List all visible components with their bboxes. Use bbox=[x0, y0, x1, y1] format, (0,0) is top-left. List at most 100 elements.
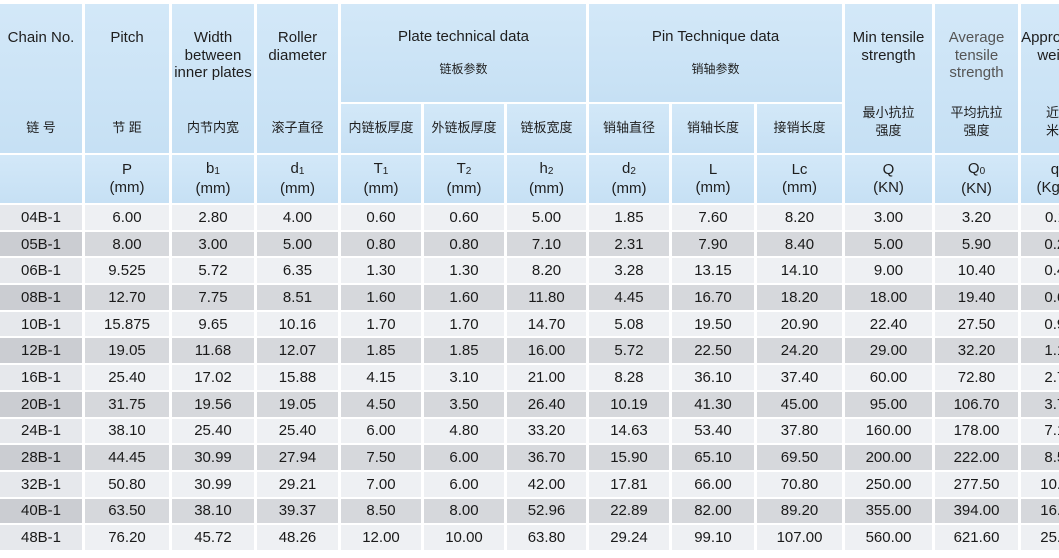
value-cell: 1.30 bbox=[341, 258, 421, 284]
unit-symbol: T2 bbox=[456, 160, 472, 177]
value-cell: 1.85 bbox=[589, 205, 669, 230]
value-cell: 1.70 bbox=[341, 311, 421, 337]
value-cell: 8.40 bbox=[757, 231, 843, 257]
value-cell: 52.96 bbox=[507, 498, 586, 524]
value-cell: 25.40 bbox=[172, 418, 254, 444]
value-cell: 15.90 bbox=[589, 445, 669, 470]
value-cell: 11.80 bbox=[507, 285, 586, 310]
header-plate-group: Plate technical data 链板参数 bbox=[341, 4, 586, 102]
header-pin-len: 销轴长度 bbox=[672, 103, 754, 153]
value-cell: 5.00 bbox=[845, 231, 933, 257]
table-row: 10B-1 15.875 9.65 10.16 1.70 1.70 14.70 5.08 19.… bbox=[0, 311, 1059, 337]
unit-label: (mm) bbox=[529, 180, 564, 197]
table-row: 40B-1 63.50 38.10 39.37 8.50 8.00 52.96 22.89 82… bbox=[0, 498, 1059, 524]
value-cell: 18.00 bbox=[845, 285, 933, 310]
value-cell: 25.40 bbox=[257, 418, 338, 444]
value-cell: 19.50 bbox=[672, 311, 754, 337]
unit-avg-tensile: Q0 (KN) bbox=[935, 155, 1019, 203]
unit-symbol: T1 bbox=[373, 160, 389, 177]
value-cell: 5.00 bbox=[507, 205, 586, 230]
value-cell: 15.88 bbox=[257, 365, 338, 390]
header-roller: Roller diameter 滚子直径 bbox=[257, 4, 338, 153]
value-cell: 12.00 bbox=[341, 525, 421, 550]
table-row: 16B-1 25.40 17.02 15.88 4.15 3.10 21.00 8.28 36.… bbox=[0, 365, 1059, 390]
value-cell: 4.00 bbox=[257, 205, 338, 230]
value-cell: 38.10 bbox=[85, 418, 169, 444]
value-cell: 5.90 bbox=[935, 231, 1019, 257]
value-cell: 107.00 bbox=[757, 525, 843, 550]
header-avg-tensile: Average tensile strength 平均抗拉强度 bbox=[935, 4, 1019, 153]
value-cell: 41.30 bbox=[672, 391, 754, 417]
unit-symbol: h2 bbox=[539, 160, 554, 177]
value-cell: 200.00 bbox=[845, 445, 933, 470]
value-cell: 4.50 bbox=[341, 391, 421, 417]
units-row: P (mm) b1 (mm) d1 (mm) T1 (mm) T2 (mm) h2 (mm) d2 (mm… bbox=[0, 155, 1059, 203]
value-cell: 22.50 bbox=[672, 338, 754, 364]
unit-label: (mm) bbox=[782, 179, 817, 196]
value-cell: 2.31 bbox=[589, 231, 669, 257]
unit-pin-len: L (mm) bbox=[672, 155, 754, 203]
value-cell: 1.85 bbox=[341, 338, 421, 364]
value-cell: 3.20 bbox=[935, 205, 1019, 230]
value-cell: 45.00 bbox=[757, 391, 843, 417]
unit-min-tensile: Q (KN) bbox=[845, 155, 933, 203]
value-cell: 1.15 bbox=[1021, 338, 1059, 364]
table-row: 32B-1 50.80 30.99 29.21 7.00 6.00 42.00 17.81 66… bbox=[0, 471, 1059, 497]
value-cell: 12.07 bbox=[257, 338, 338, 364]
value-cell: 82.00 bbox=[672, 498, 754, 524]
value-cell: 4.15 bbox=[341, 365, 421, 390]
value-cell: 21.00 bbox=[507, 365, 586, 390]
header-width: Width between inner plates 内节内宽 bbox=[172, 4, 254, 153]
value-cell: 2.71 bbox=[1021, 365, 1059, 390]
unit-symbol: Lc bbox=[791, 161, 808, 178]
value-cell: 29.24 bbox=[589, 525, 669, 550]
value-cell: 66.00 bbox=[672, 471, 754, 497]
value-cell: 7.50 bbox=[341, 445, 421, 470]
chain-number-cell: 48B-1 bbox=[0, 525, 82, 550]
value-cell: 63.80 bbox=[507, 525, 586, 550]
value-cell: 14.63 bbox=[589, 418, 669, 444]
unit-plate-width: h2 (mm) bbox=[507, 155, 586, 203]
header-pin-conn: 接销长度 bbox=[757, 103, 843, 153]
value-cell: 99.10 bbox=[672, 525, 754, 550]
value-cell: 8.50 bbox=[1021, 445, 1059, 470]
value-cell: 22.40 bbox=[845, 311, 933, 337]
value-cell: 5.72 bbox=[589, 338, 669, 364]
value-cell: 16.00 bbox=[507, 338, 586, 364]
header-min-tensile: Min tensile strength 最小抗拉强度 bbox=[845, 4, 933, 153]
chain-number-cell: 10B-1 bbox=[0, 311, 82, 337]
value-cell: 53.40 bbox=[672, 418, 754, 444]
unit-symbol: q≈ bbox=[1050, 161, 1059, 178]
unit-weight: q≈(Kg/m) bbox=[1021, 155, 1059, 203]
unit-pin-dia: d2 (mm) bbox=[589, 155, 669, 203]
value-cell: 3.00 bbox=[172, 231, 254, 257]
value-cell: 42.00 bbox=[507, 471, 586, 497]
table-row: 12B-1 19.05 11.68 12.07 1.85 1.85 16.00 5.72 22.… bbox=[0, 338, 1059, 364]
chain-number-cell: 20B-1 bbox=[0, 391, 82, 417]
value-cell: 8.51 bbox=[257, 285, 338, 310]
chain-number-cell: 08B-1 bbox=[0, 285, 82, 310]
header-chain-no: Chain No. 链 号 bbox=[0, 4, 82, 153]
value-cell: 7.90 bbox=[672, 231, 754, 257]
table-row: 08B-1 12.70 7.75 8.51 1.60 1.60 11.80 4.45 16.70… bbox=[0, 285, 1059, 310]
unit-label: (KN) bbox=[961, 180, 992, 197]
value-cell: 95.00 bbox=[845, 391, 933, 417]
value-cell: 10.16 bbox=[257, 311, 338, 337]
value-cell: 8.28 bbox=[589, 365, 669, 390]
value-cell: 7.60 bbox=[672, 205, 754, 230]
value-cell: 6.00 bbox=[424, 471, 504, 497]
header-pin-dia: 销轴直径 bbox=[589, 103, 669, 153]
unit-roller: d1 (mm) bbox=[257, 155, 338, 203]
value-cell: 19.56 bbox=[172, 391, 254, 417]
value-cell: 9.65 bbox=[172, 311, 254, 337]
value-cell: 10.40 bbox=[935, 258, 1019, 284]
value-cell: 9.525 bbox=[85, 258, 169, 284]
value-cell: 17.02 bbox=[172, 365, 254, 390]
value-cell: 0.80 bbox=[424, 231, 504, 257]
header-plate-width: 链板宽度 bbox=[507, 103, 586, 153]
value-cell: 7.10 bbox=[1021, 418, 1059, 444]
value-cell: 222.00 bbox=[935, 445, 1019, 470]
table-row: 05B-1 8.00 3.00 5.00 0.80 0.80 7.10 2.31 7.90 8.4… bbox=[0, 231, 1059, 257]
value-cell: 3.28 bbox=[589, 258, 669, 284]
table-row: 48B-1 76.20 45.72 48.26 12.00 10.00 63.80 29.24… bbox=[0, 525, 1059, 550]
